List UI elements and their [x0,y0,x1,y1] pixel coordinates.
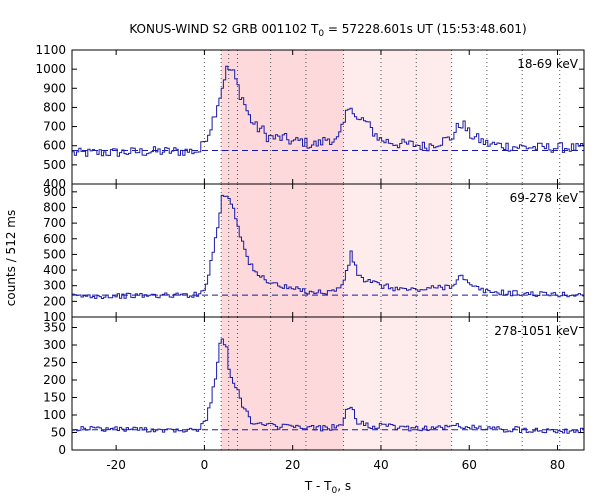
energy-band-label: 69-278 keV [510,191,579,205]
x-tick-label: 20 [285,458,300,472]
y-tick-label: 800 [43,200,66,214]
x-tick-label: 60 [462,458,477,472]
y-tick-label: 250 [43,356,66,370]
y-tick-label: 500 [43,158,66,172]
interval-shade-main [221,184,344,317]
energy-band-label: 278-1051 keV [494,324,578,338]
light-curve-trace [72,194,584,299]
light-curve-trace [72,65,584,157]
panel-1: 400 500 600 700 800 900 1000 1100 18-69 keV [35,43,585,191]
y-tick-label: 800 [43,100,66,114]
interval-shade-main [221,50,344,184]
x-tick-label: 80 [550,458,565,472]
y-tick-label: 600 [43,232,66,246]
y-tick-label: 200 [43,373,66,387]
y-tick-label: 600 [43,139,66,153]
y-tick-label: 200 [43,294,66,308]
panel-frame [71,316,585,451]
y-tick-label: 300 [43,338,66,352]
y-tick-label: 1100 [35,43,66,57]
y-tick-label: 500 [43,247,66,261]
energy-band-label: 18-69 keV [517,57,579,71]
y-tick-label: 1000 [35,62,66,76]
x-axis-label: T - T0, s [304,479,351,496]
y-tick-label: 0 [58,443,66,457]
interval-shade-extended [343,50,452,184]
y-tick-label: 100 [43,408,66,422]
y-tick-label: 400 [43,263,66,277]
y-tick-label: 50 [51,426,66,440]
chart-title: KONUS-WIND S2 GRB 001102 T0 = 57228.601s… [129,22,526,39]
light-curve-trace [72,338,584,434]
y-tick-label: 700 [43,120,66,134]
y-tick-label: 900 [43,81,66,95]
y-tick-label: 300 [43,279,66,293]
x-tick-label: 0 [201,458,209,472]
interval-shade-extended [343,184,452,317]
y-axis-label: counts / 512 ms [4,210,18,306]
y-tick-label: 900 [43,185,66,199]
y-tick-label: 350 [43,321,66,335]
y-tick-label: 100 [43,310,66,324]
y-tick-label: 700 [43,216,66,230]
y-tick-label: 150 [43,391,66,405]
x-tick-label: -20 [106,458,126,472]
x-tick-label: 40 [373,458,388,472]
y-tick-label: 400 [43,177,66,191]
panel-3: 0 50 100 150 200 250 300 350 278-1051 keV [43,316,585,457]
